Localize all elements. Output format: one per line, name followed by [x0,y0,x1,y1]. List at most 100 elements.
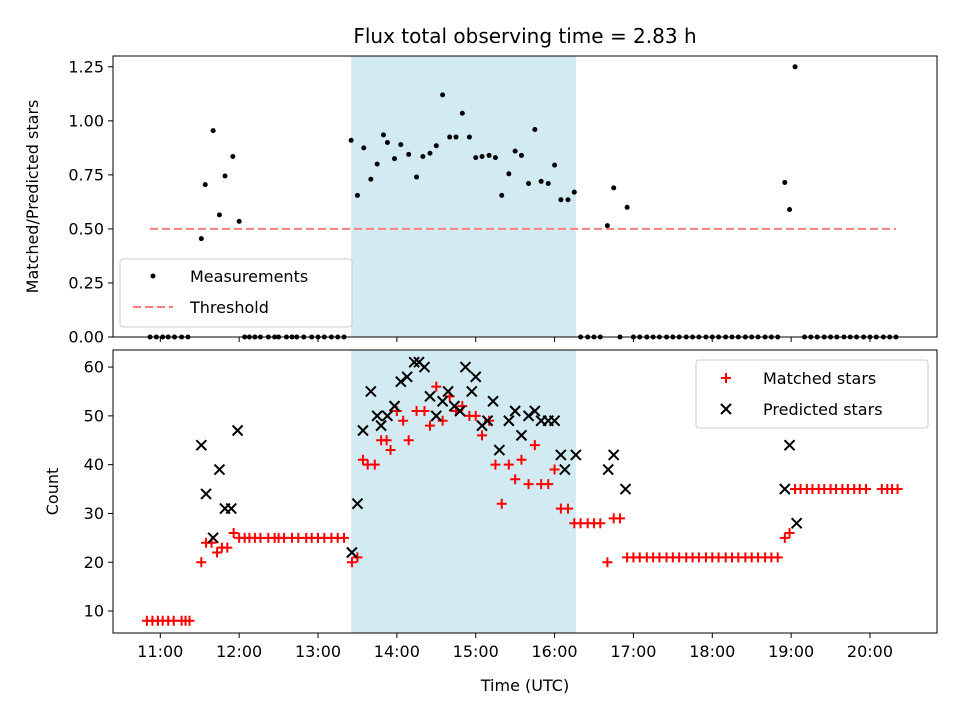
measurement-point [420,154,426,160]
matched-star-point [543,479,554,490]
top-y-tick-label: 0.50 [68,219,104,238]
legend-predicted-symbol [720,403,732,415]
matched-star-point [784,527,795,538]
matched-star-point [381,435,392,446]
legend-predicted-marker [720,403,732,415]
predicted-star-point [375,419,387,432]
matched-star-point [477,430,488,441]
predicted-star-point [619,483,632,495]
predicted-star-point [207,532,219,544]
x-tick-label: 15:00 [453,642,499,661]
x-tick-label: 18:00 [689,642,735,661]
measurement-point [222,173,228,179]
predicted-star-point [430,410,442,422]
top-y-tick-label: 0.25 [68,273,104,292]
measurement-point [526,181,532,187]
predicted-star-point [395,376,407,388]
predicted-star-point [529,405,541,417]
predicted-star-point [459,361,472,373]
matched-star-point [398,415,409,426]
matched-star-point [861,484,872,495]
bottom-y-tick-label: 20 [84,553,104,572]
matched-star-point [595,518,606,529]
top-y-axis-label: Matched/Predicted stars [23,100,42,294]
measurement-point [210,128,216,134]
matched-star-point [369,459,380,470]
predicted-star-point [548,415,561,427]
predicted-star-point [602,463,614,476]
measurement-point [611,185,617,191]
measurement-point [466,134,472,140]
predicted-stars-points [195,356,803,559]
measurement-point [216,212,222,218]
predicted-star-point [515,429,528,442]
measurement-point [512,148,518,154]
predicted-star-point [442,385,454,398]
measurement-point [532,126,538,132]
top-y-tick-label: 1.00 [68,111,104,130]
measurement-point [433,143,439,149]
bottom-y-tick-label: 10 [84,602,104,621]
measurement-point [361,145,367,151]
measurement-point [374,161,380,167]
measurement-point [453,134,459,140]
matched-star-point [549,464,560,475]
measurement-point [492,155,498,161]
x-tick-label: 11:00 [137,642,183,661]
predicted-star-point [357,424,369,437]
predicted-star-point [424,390,436,403]
measurement-point [368,176,374,182]
bottom-y-axis-label: Count [43,468,62,516]
top-axes-frame [112,55,938,338]
bottom-y-axis: 10 20 30 40 50 60 [84,358,113,621]
predicted-star-point [351,497,364,510]
predicted-star-point [608,449,620,461]
bottom-y-tick-label: 60 [84,358,104,377]
x-tick-label: 16:00 [532,642,578,661]
x-tick-label: 17:00 [610,642,656,661]
x-tick-label: 19:00 [768,642,814,661]
predicted-star-point [231,424,244,437]
matched-star-point [403,435,414,446]
predicted-star-point [213,463,226,476]
predicted-star-point [346,546,358,559]
predicted-star-point [779,483,791,495]
matched-star-point [339,532,350,543]
matched-star-point [385,445,396,456]
predicted-star-point [481,415,494,427]
matched-star-point [516,454,527,465]
measurement-point [565,197,571,203]
matched-star-point [772,552,783,563]
measurement-point [440,92,446,98]
predicted-star-point [470,371,482,383]
predicted-star-point [570,449,582,461]
measurement-point [230,154,236,160]
top-y-axis: 0.00 0.25 0.50 0.75 1.00 1.25 [68,57,113,347]
top-panel: 0.00 0.25 0.50 0.75 1.00 1.25 Flux total obse… [23,24,938,347]
predicted-star-point [783,439,796,451]
measurement-point [348,137,354,143]
predicted-star-point [401,371,413,383]
legend-matched-marker [721,373,731,383]
measurement-point [459,110,465,116]
bottom-y-tick-label: 30 [84,504,104,523]
measurement-point [479,154,485,160]
predicted-star-point [381,410,394,422]
predicted-star-point [559,463,571,476]
matched-star-point [510,474,521,485]
chart-title: Flux total observing time = 2.83 h [353,24,696,48]
measurement-point [558,197,564,203]
measurement-point [486,152,492,158]
top-y-tick-label: 0.00 [68,328,104,347]
top-x-ticks [159,337,871,342]
matched-star-point [212,547,223,558]
predicted-star-point [388,400,401,412]
matched-star-point [352,552,363,563]
x-tick-label: 14:00 [374,642,420,661]
x-tick-label: 13:00 [295,642,341,661]
matched-stars-points [141,381,903,626]
predicted-star-point [509,405,521,417]
matched-star-point [779,532,790,543]
predicted-star-point [195,439,208,451]
